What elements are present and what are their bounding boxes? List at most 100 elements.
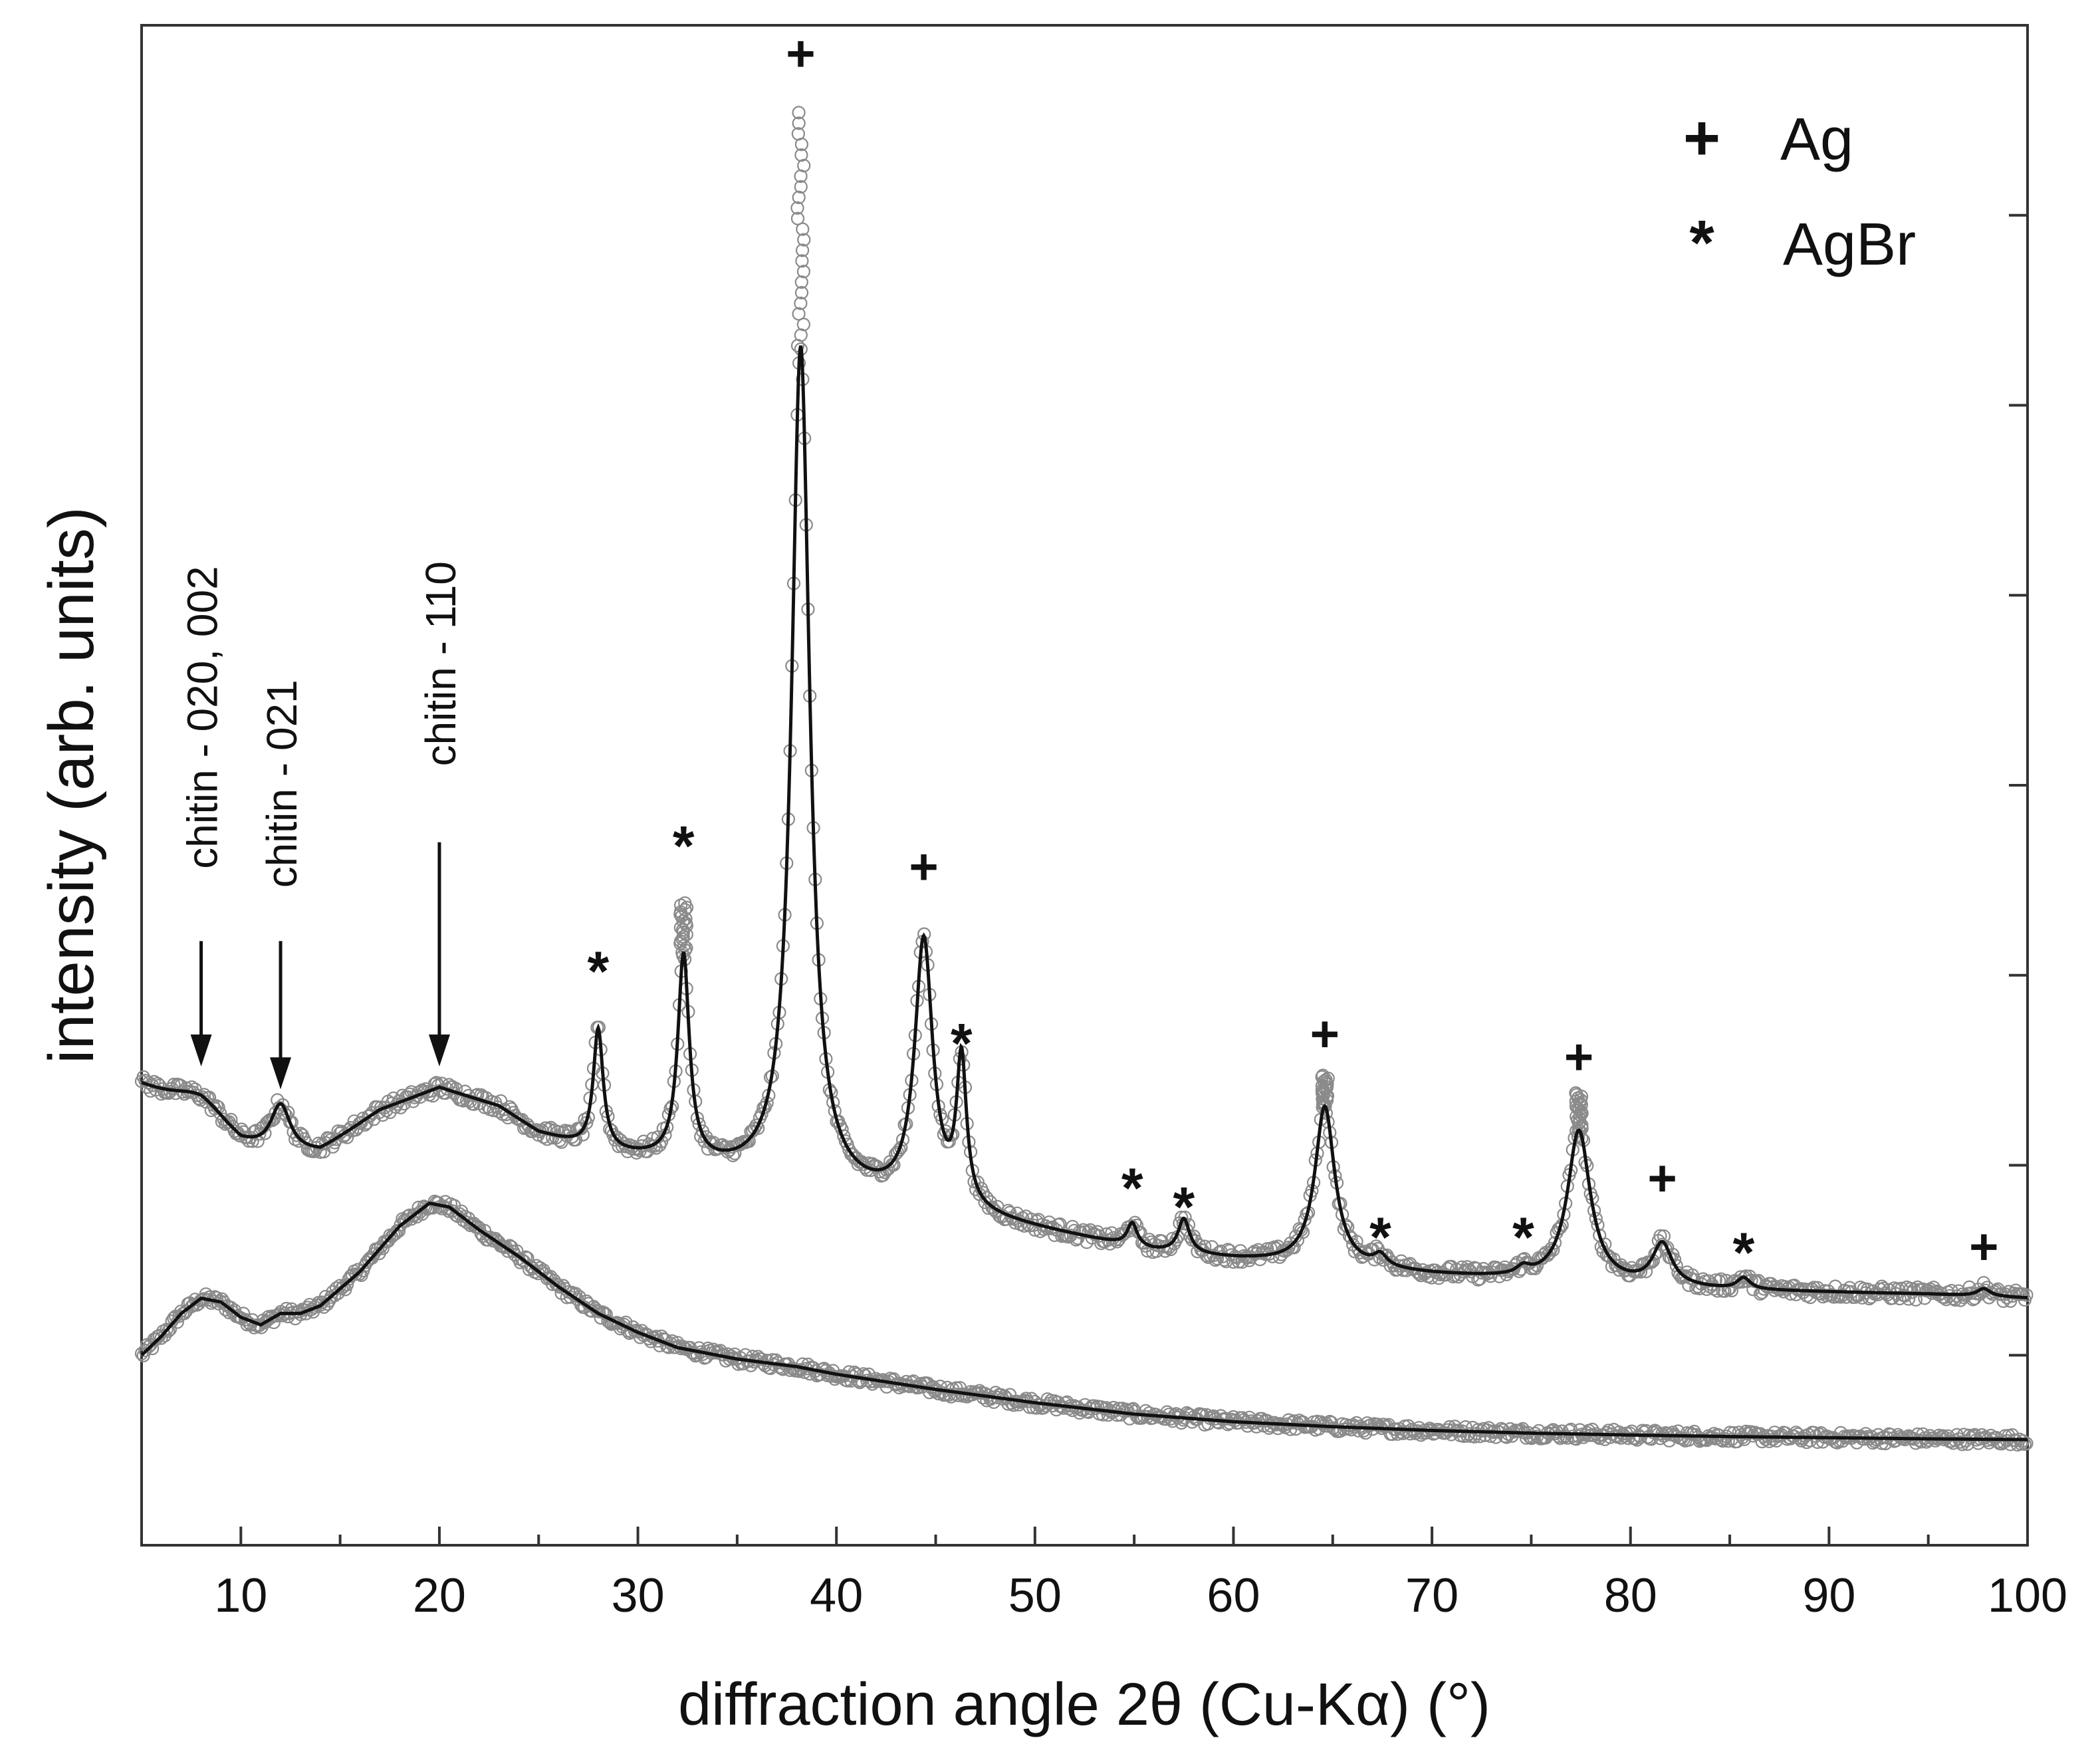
y-axis-title: intensity (arb. units)	[36, 507, 107, 1064]
data-point	[556, 1126, 570, 1140]
agbr-peak-marker: *	[1733, 1221, 1755, 1284]
data-point	[1119, 1402, 1133, 1416]
data-point	[551, 1278, 565, 1292]
data-point	[942, 1134, 956, 1149]
data-point	[501, 1244, 515, 1258]
series-upper-fit-line	[141, 345, 2028, 1300]
x-tick-label: 40	[810, 1569, 863, 1622]
data-point	[149, 1332, 163, 1346]
data-point-overshoot	[678, 903, 692, 917]
data-point	[1443, 1420, 1457, 1434]
legend: + Ag * AgBr	[1683, 102, 1916, 279]
data-point-overshoot	[791, 127, 806, 141]
data-point-overshoot	[797, 233, 811, 247]
data-point-overshoot	[792, 190, 806, 204]
data-point	[1285, 1416, 1300, 1430]
data-point	[1478, 1428, 1492, 1442]
plot-frame	[140, 24, 2029, 1547]
data-point	[617, 1136, 631, 1150]
data-point-overshoot	[794, 180, 808, 194]
data-point	[2020, 1288, 2034, 1302]
data-point	[842, 1365, 856, 1379]
data-point	[209, 1291, 223, 1305]
data-point-overshoot	[1569, 1086, 1583, 1100]
chitin-annotation-arrowhead	[428, 1034, 450, 1066]
data-point	[1560, 1431, 1574, 1445]
data-point	[690, 1348, 705, 1362]
data-point-overshoot	[795, 243, 810, 257]
data-point-overshoot	[796, 222, 810, 236]
series-lower-fit-line	[140, 1201, 2028, 1442]
x-tick-label: 90	[1802, 1569, 1855, 1622]
tick-layer: 10 20 30 40 50 60 70 80 90 100	[140, 213, 2067, 1622]
agbr-peak-marker: *	[951, 1012, 973, 1074]
ag-peak-marker: +	[1969, 1219, 1998, 1275]
data-point	[998, 1389, 1012, 1403]
data-point-overshoot	[796, 265, 811, 279]
ag-peak-marker: +	[1310, 1006, 1340, 1063]
chitin-annotation-label: chitin - 021	[258, 680, 306, 888]
legend-label-agbr: AgBr	[1783, 211, 1916, 278]
data-point	[1814, 1287, 1828, 1301]
data-point	[1287, 1414, 1301, 1428]
data-point	[1548, 1236, 1562, 1250]
data-point	[1019, 1392, 1033, 1406]
chitin-annotation-label: chitin - 110	[417, 561, 465, 766]
data-point	[1669, 1259, 1683, 1273]
x-tick-label: 70	[1405, 1569, 1458, 1622]
data-point	[1314, 1415, 1328, 1429]
data-point	[1135, 1411, 1149, 1425]
agbr-peak-marker: *	[673, 815, 695, 877]
x-tick-label: 80	[1604, 1569, 1657, 1622]
data-point	[1371, 1418, 1385, 1432]
data-point	[253, 1127, 267, 1141]
data-point-overshoot	[795, 254, 809, 268]
data-point	[1957, 1291, 1971, 1305]
data-point-overshoot	[792, 116, 806, 130]
data-point	[1399, 1263, 1413, 1277]
data-point	[1096, 1408, 1110, 1422]
data-point	[1266, 1249, 1280, 1264]
data-layer	[134, 106, 2034, 1452]
x-tick-label: 20	[413, 1569, 466, 1622]
data-point-overshoot	[678, 896, 692, 910]
data-point-overshoot	[1316, 1068, 1330, 1082]
data-point	[1637, 1257, 1651, 1271]
x-tick-label: 100	[1988, 1569, 2067, 1622]
ag-peak-marker: +	[786, 26, 815, 82]
x-tick-label: 60	[1207, 1569, 1260, 1622]
ag-peak-marker: +	[1564, 1029, 1593, 1085]
ag-peak-marker: +	[909, 839, 938, 896]
chitin-annotation-arrowhead	[270, 1057, 292, 1090]
data-point-overshoot	[790, 201, 804, 215]
legend-symbol-ag: +	[1683, 102, 1720, 174]
data-point	[2020, 1436, 2034, 1450]
data-point-overshoot	[794, 148, 808, 162]
data-point-overshoot	[794, 275, 808, 289]
chitin-annotation-arrowhead	[190, 1034, 212, 1066]
ag-peak-marker: +	[1647, 1150, 1677, 1207]
agbr-peak-marker: *	[1173, 1176, 1195, 1238]
annotation-layer: * * + + * * * + * * + + * + chitin - 020, 002 chitin - …	[179, 26, 1999, 1284]
data-point	[985, 1200, 999, 1215]
data-point-overshoot	[794, 286, 809, 300]
data-point-overshoot	[794, 297, 808, 311]
x-tick-label: 10	[214, 1569, 267, 1622]
data-point	[1648, 1247, 1662, 1261]
data-point-overshoot	[797, 159, 811, 173]
data-point	[890, 1145, 905, 1160]
data-point	[1462, 1263, 1476, 1277]
data-point-overshoot	[792, 307, 806, 321]
x-axis-title: diffraction angle 2θ (Cu-Kα) (°)	[678, 1672, 1490, 1738]
legend-label-ag: Ag	[1780, 106, 1853, 173]
data-point-overshoot	[792, 106, 806, 120]
agbr-peak-marker: *	[588, 940, 610, 1003]
data-point-overshoot	[790, 211, 805, 225]
x-tick-label: 30	[612, 1569, 665, 1622]
agbr-peak-marker: *	[1121, 1156, 1143, 1219]
legend-symbol-agbr: *	[1689, 207, 1714, 279]
x-tick-label: 50	[1008, 1569, 1062, 1622]
data-point	[177, 1307, 191, 1320]
data-point	[271, 1309, 285, 1323]
